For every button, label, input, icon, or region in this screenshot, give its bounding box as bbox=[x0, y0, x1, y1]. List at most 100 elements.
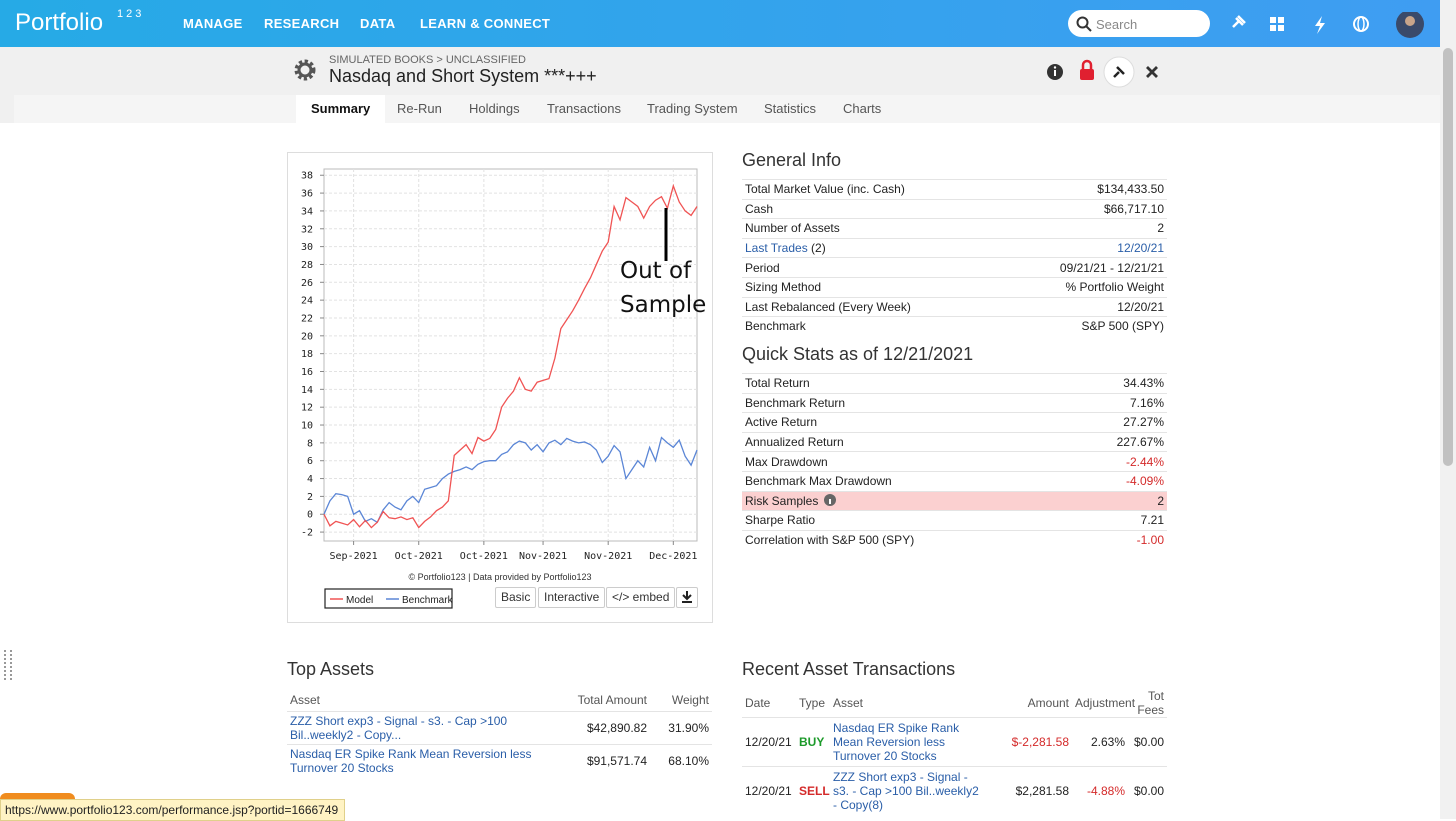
table-row: 12/20/21 BUY Nasdaq ER Spike Rank Mean Rev… bbox=[742, 717, 1167, 767]
scrollbar[interactable] bbox=[1440, 0, 1456, 819]
table-row: ZZZ Short exp3 - Signal - s3. - Cap >100… bbox=[287, 711, 712, 745]
breadcrumb[interactable]: SIMULATED BOOKS > UNCLASSIFIED bbox=[329, 54, 526, 66]
chart-button[interactable]: Basic bbox=[495, 587, 537, 608]
chart: -202468101214161820222426283032343638Sep… bbox=[301, 168, 706, 609]
row-value: S&P 500 (SPY) bbox=[954, 316, 1167, 336]
table-cell[interactable]: Nasdaq ER Spike Rank Mean Reversion less… bbox=[830, 717, 986, 767]
download-button[interactable] bbox=[676, 587, 698, 608]
search-icon bbox=[1076, 16, 1092, 32]
row-label: Risk Samples bbox=[742, 490, 955, 511]
top-nav: Portfolio 123 Search MANAGE RESEARCH DATA L… bbox=[0, 0, 1440, 47]
row-label-text: Cash bbox=[745, 201, 774, 216]
table-cell[interactable]: ZZZ Short exp3 - Signal - s3. - Cap >100… bbox=[287, 711, 570, 745]
column-header: Tot Fees bbox=[1137, 689, 1164, 717]
x-tick-label: Dec-2021 bbox=[649, 551, 697, 562]
column-header: Asset bbox=[833, 696, 864, 710]
page-title: Nasdaq and Short System ***+++ bbox=[329, 66, 597, 86]
y-tick-label: 6 bbox=[307, 456, 313, 467]
row-label: Active Return bbox=[742, 412, 955, 433]
table-cell[interactable]: ZZZ Short exp3 - Signal - s3. - Cap >100… bbox=[830, 766, 986, 816]
series-line bbox=[323, 183, 698, 529]
chart-button[interactable]: </> embed bbox=[606, 587, 676, 608]
info-icon[interactable] bbox=[823, 493, 837, 507]
table-row: Benchmark S&P 500 (SPY) bbox=[742, 316, 1167, 336]
row-label: Period bbox=[742, 257, 955, 278]
chart-button[interactable]: Interactive bbox=[538, 587, 606, 608]
table-row: Total Market Value (inc. Cash) $134,433.5… bbox=[742, 179, 1167, 200]
scroll-thumb[interactable] bbox=[1443, 48, 1453, 466]
logo[interactable]: Portfolio bbox=[15, 9, 104, 36]
row-label-text: Active Return bbox=[745, 415, 818, 430]
table-row: Correlation with S&P 500 (SPY) -1.00 bbox=[742, 529, 1167, 550]
tab[interactable]: Summary bbox=[296, 95, 386, 123]
row-label: Annualized Return bbox=[742, 431, 955, 452]
y-tick-label: 10 bbox=[301, 421, 313, 432]
tab-bar bbox=[14, 95, 1440, 123]
y-tick-label: -2 bbox=[301, 528, 313, 539]
nav-menu-item[interactable]: LEARN & CONNECT bbox=[420, 16, 551, 31]
y-tick-label: 2 bbox=[307, 492, 313, 503]
row-label: Cash bbox=[742, 198, 955, 219]
x-tick-label: Nov-2021 bbox=[584, 551, 632, 562]
y-tick-label: 14 bbox=[301, 385, 313, 396]
table-row: Number of Assets 2 bbox=[742, 218, 1167, 239]
search-box[interactable]: Search bbox=[1068, 10, 1210, 37]
transactions-table: Date Type Asset Amount Adjustment Tot Fees 12/… bbox=[742, 689, 1167, 816]
tab[interactable]: Holdings bbox=[469, 101, 520, 116]
row-label-text: Number of Assets bbox=[745, 221, 840, 236]
table-cell: $91,571.74 bbox=[570, 744, 650, 778]
table-row: Risk Samples 2 bbox=[742, 490, 1167, 511]
y-tick-label: 34 bbox=[301, 206, 313, 217]
table-row: Total Return 34.43% bbox=[742, 373, 1167, 394]
series-line bbox=[323, 436, 698, 524]
drag-handle[interactable] bbox=[4, 650, 12, 680]
nav-menu-item[interactable]: MANAGE bbox=[183, 16, 243, 31]
tab[interactable]: Charts bbox=[843, 101, 882, 116]
table-cell: 31.90% bbox=[650, 711, 712, 745]
nav-icons[interactable] bbox=[1226, 12, 1426, 38]
column-header: Date bbox=[745, 696, 771, 710]
nav-menu-item[interactable]: RESEARCH bbox=[264, 16, 340, 31]
row-link[interactable]: Last Trades bbox=[745, 241, 808, 256]
tab[interactable]: Trading System bbox=[647, 101, 738, 116]
section-title: Quick Stats as of 12/21/2021 bbox=[742, 344, 974, 364]
download-arrow bbox=[682, 591, 692, 603]
row-value: 7.21 bbox=[954, 510, 1167, 531]
y-tick-label: 20 bbox=[301, 331, 313, 342]
row-label: Number of Assets bbox=[742, 218, 955, 239]
y-tick-label: 0 bbox=[307, 510, 313, 521]
header-actions[interactable] bbox=[1043, 55, 1168, 89]
table-cell: BUY bbox=[796, 717, 830, 767]
row-label-text: Max Drawdown bbox=[745, 454, 828, 469]
tab[interactable]: Transactions bbox=[547, 101, 621, 116]
row-value: 12/20/21 bbox=[954, 237, 1167, 258]
row-label: Benchmark Max Drawdown bbox=[742, 470, 955, 492]
nav-menu-item[interactable]: DATA bbox=[360, 16, 396, 31]
table-row: Sharpe Ratio 7.21 bbox=[742, 510, 1167, 531]
table-cell: SELL bbox=[796, 766, 830, 816]
row-label-text: Last Rebalanced (Every Week) bbox=[745, 299, 911, 314]
row-label-text: Sharpe Ratio bbox=[745, 513, 816, 528]
y-tick-label: 28 bbox=[301, 260, 313, 271]
row-label-text: Risk Samples bbox=[745, 494, 819, 509]
tab[interactable]: Statistics bbox=[764, 101, 817, 116]
table-cell: $0.00 bbox=[1128, 766, 1167, 816]
logo-mark: 123 bbox=[117, 8, 145, 20]
row-label-text: Annualized Return bbox=[745, 435, 844, 450]
settings-icon[interactable] bbox=[293, 58, 319, 84]
download-icon bbox=[682, 591, 692, 603]
y-tick-label: 32 bbox=[301, 224, 313, 235]
chart-panel: -2 0 2 4 6 8 10 12 14 16 18 20 22 24 26 28 30 32 34 36 38 Sep… bbox=[287, 152, 713, 623]
info-bar bbox=[829, 499, 832, 505]
table-cell: $2,281.58 bbox=[986, 766, 1072, 816]
table-cell[interactable]: Nasdaq ER Spike Rank Mean Reversion less… bbox=[287, 744, 570, 778]
table-row: Period 09/21/21 - 12/21/21 bbox=[742, 257, 1167, 278]
tab[interactable]: Re-Run bbox=[397, 101, 442, 116]
table-row: Max Drawdown -2.44% bbox=[742, 451, 1167, 472]
plot-area bbox=[323, 168, 698, 542]
row-label-text: Correlation with S&P 500 (SPY) bbox=[745, 533, 915, 548]
y-tick-label: 38 bbox=[301, 171, 313, 182]
row-value: 34.43% bbox=[954, 373, 1167, 394]
row-value: 227.67% bbox=[954, 431, 1167, 452]
